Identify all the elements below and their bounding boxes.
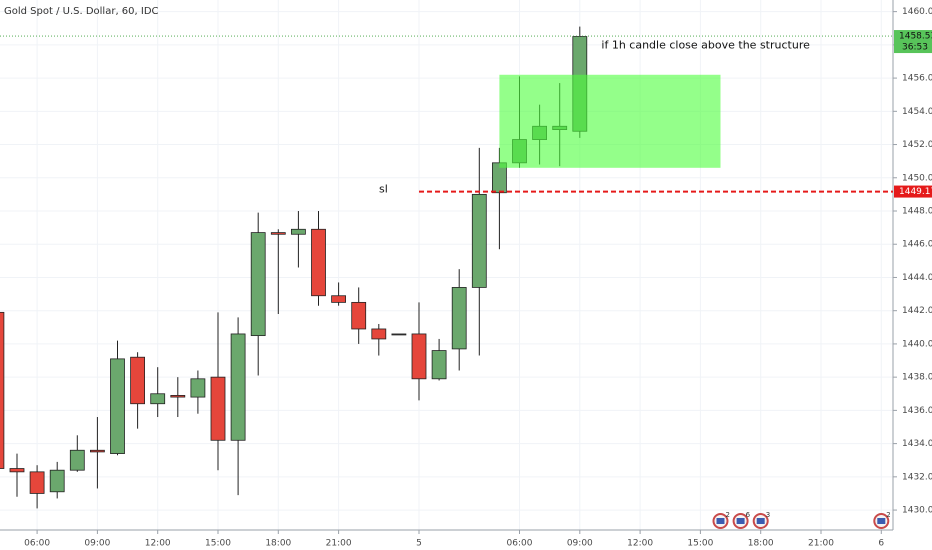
event-count: 3 bbox=[766, 511, 770, 519]
candle-body bbox=[270, 232, 286, 235]
candle-body bbox=[311, 228, 326, 297]
y-tick-label: 1432.00 bbox=[902, 472, 932, 482]
zone bbox=[499, 74, 721, 168]
y-tick-label: 1438.00 bbox=[902, 373, 932, 383]
candle-body bbox=[471, 193, 487, 288]
event-flag bbox=[716, 518, 725, 524]
last-price: 1458.53 bbox=[899, 32, 932, 42]
stop-loss-price: 1449.17 bbox=[899, 187, 932, 197]
candle-body bbox=[290, 228, 306, 235]
x-tick-label: 09:00 bbox=[84, 539, 110, 549]
y-tick-label: 1442.00 bbox=[902, 306, 932, 316]
candle-body bbox=[411, 333, 427, 380]
candle-body bbox=[29, 471, 45, 494]
y-tick-label: 1440.00 bbox=[902, 339, 932, 349]
x-tick-label: 06:00 bbox=[507, 539, 533, 549]
candle-body bbox=[150, 393, 166, 405]
candle-body bbox=[351, 301, 367, 330]
x-tick-label: 18:00 bbox=[748, 539, 774, 549]
candle-body bbox=[230, 333, 246, 441]
y-tick-label: 1444.00 bbox=[902, 273, 932, 283]
event-count: 2 bbox=[726, 511, 730, 519]
chart-title: Gold Spot / U.S. Dollar, 60, IDC bbox=[4, 6, 159, 17]
x-tick-label: 12:00 bbox=[145, 539, 171, 549]
x-tick-label: 6 bbox=[878, 539, 884, 549]
y-tick-label: 1448.00 bbox=[902, 207, 932, 217]
x-tick-label: 15:00 bbox=[687, 539, 713, 549]
x-tick-label: 21:00 bbox=[808, 539, 834, 549]
candle-body bbox=[0, 311, 5, 469]
stop-loss-label: sl bbox=[379, 183, 388, 196]
event-flag bbox=[877, 518, 886, 524]
y-tick-label: 1450.00 bbox=[902, 173, 932, 183]
candle-body bbox=[190, 378, 206, 398]
y-tick-label: 1434.00 bbox=[902, 439, 932, 449]
candle-body bbox=[49, 469, 65, 493]
y-tick-label: 1430.00 bbox=[902, 506, 932, 516]
event-flag bbox=[756, 518, 765, 524]
x-tick-label: 12:00 bbox=[627, 539, 653, 549]
x-tick-label: 21:00 bbox=[326, 539, 352, 549]
stop-loss-price-box bbox=[894, 185, 932, 198]
event-flag bbox=[736, 518, 745, 524]
candle-body bbox=[250, 232, 266, 337]
last-price-box bbox=[894, 30, 932, 54]
candle-body bbox=[130, 356, 146, 405]
x-tick-label: 18:00 bbox=[265, 539, 291, 549]
candle-body bbox=[210, 376, 226, 441]
y-tick-label: 1454.00 bbox=[902, 107, 932, 117]
candle-body bbox=[371, 328, 387, 340]
zone-text: if 1h candle close above the structure bbox=[601, 39, 810, 52]
candle-body bbox=[170, 395, 186, 398]
event-count: 2 bbox=[886, 511, 890, 519]
countdown: 36:53 bbox=[902, 43, 928, 53]
candle-body bbox=[9, 468, 25, 473]
x-tick-label: 09:00 bbox=[567, 539, 593, 549]
y-tick-label: 1460.00 bbox=[902, 7, 932, 17]
event-count: 6 bbox=[746, 511, 751, 519]
x-tick-label: 15:00 bbox=[205, 539, 231, 549]
candle-body bbox=[391, 333, 407, 336]
candle-body bbox=[90, 449, 105, 453]
y-tick-label: 1436.00 bbox=[902, 406, 932, 416]
y-tick-label: 1446.00 bbox=[902, 240, 932, 250]
candle-body bbox=[431, 350, 447, 380]
x-tick-label: 06:00 bbox=[24, 539, 50, 549]
candle-body bbox=[110, 358, 125, 454]
x-tick-label: 5 bbox=[416, 539, 422, 549]
candle-body bbox=[451, 287, 467, 350]
candle-body bbox=[69, 449, 85, 471]
y-tick-label: 1456.00 bbox=[902, 74, 932, 84]
y-tick-label: 1452.00 bbox=[902, 140, 932, 150]
candle-body bbox=[331, 295, 347, 303]
